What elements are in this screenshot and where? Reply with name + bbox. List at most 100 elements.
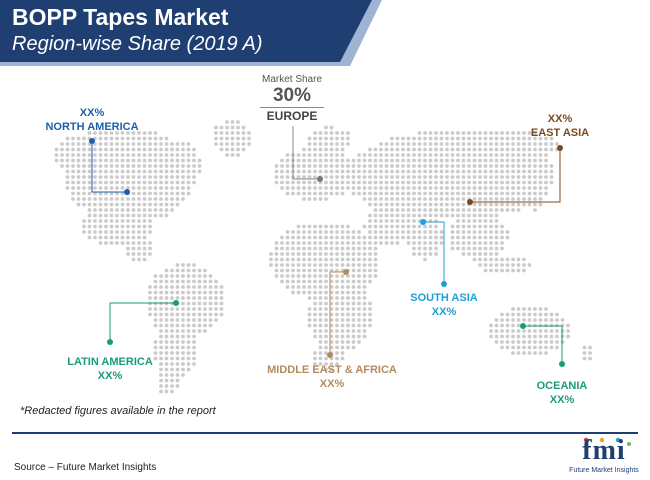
map-dot [538,175,543,179]
map-dot [544,312,548,317]
map-dot [192,318,196,322]
map-dot [373,169,378,174]
map-dot [439,208,444,212]
map-dot [109,241,114,245]
map-dot [439,136,444,141]
map-dot [313,235,317,240]
map-dot [538,340,543,344]
map-dot [434,169,438,174]
map-dot [241,147,246,152]
map-dot [148,208,152,212]
map-dot [445,202,449,207]
map-dot [82,142,86,146]
map-dot [197,312,202,317]
map-dot [527,169,532,174]
map-dot [329,169,334,174]
map-dot [324,263,328,267]
map-dot [82,202,86,207]
map-dot [379,186,383,190]
map-dot [505,312,510,317]
map-dot [302,153,306,157]
map-dot [368,158,372,163]
map-dot [142,224,147,229]
map-dot [417,164,422,168]
map-dot [445,197,449,201]
map-dot [478,252,482,256]
map-dot [395,235,400,240]
map-dot [494,241,499,245]
map-dot [428,164,433,168]
map-dot [208,301,213,306]
map-dot [280,241,284,245]
map-dot [516,202,521,207]
map-dot [434,224,438,229]
map-dot [456,208,460,212]
map-dot [527,351,532,355]
map-dot [533,307,537,311]
map-dot [307,158,312,163]
map-dot [489,202,493,207]
map-dot [76,136,81,141]
map-dot [505,186,510,190]
map-dot [137,252,141,256]
map-dot [472,186,477,190]
latin-america-marker [107,339,113,345]
map-dot [533,164,537,168]
map-dot [93,213,97,218]
map-dot [500,131,504,135]
map-dot [335,296,339,300]
map-dot [368,230,372,234]
map-dot [142,158,147,163]
map-dot [87,169,92,174]
map-dot [285,241,290,245]
map-dot [153,323,158,328]
map-dot [423,208,427,212]
map-dot [203,274,207,278]
map-dot [489,136,493,141]
map-dot [445,164,449,168]
map-dot [192,175,196,179]
map-dot [346,158,350,163]
map-dot [423,202,427,207]
map-dot [516,197,521,201]
map-dot [159,180,163,185]
map-dot [461,142,466,146]
map-dot [120,219,125,223]
map-dot [373,147,378,152]
map-dot [175,384,180,388]
map-dot [406,213,411,218]
map-dot [351,158,356,163]
map-dot [478,158,482,163]
map-dot [527,142,532,146]
map-dot [236,131,240,135]
map-dot [351,180,356,185]
map-dot [505,131,510,135]
map-dot [126,186,130,190]
map-dot [131,230,136,234]
map-dot [401,153,405,157]
map-dot [379,175,383,179]
map-dot [60,158,64,163]
map-dot [412,213,416,218]
map-dot [527,340,532,344]
map-dot [538,153,543,157]
map-dot [390,158,394,163]
map-dot [280,180,284,185]
map-dot [511,136,515,141]
map-dot [368,318,372,322]
map-dot [285,235,290,240]
map-dot [505,142,510,146]
map-dot [87,175,92,179]
map-dot [192,307,196,311]
map-dot [197,274,202,278]
map-dot [324,158,328,163]
map-dot [412,241,416,245]
map-dot [357,268,361,273]
map-dot [324,362,328,366]
map-dot [346,296,350,300]
map-dot [164,340,169,344]
map-dot [181,290,185,295]
map-dot [533,142,537,146]
map-dot [456,164,460,168]
map-dot [335,290,339,295]
